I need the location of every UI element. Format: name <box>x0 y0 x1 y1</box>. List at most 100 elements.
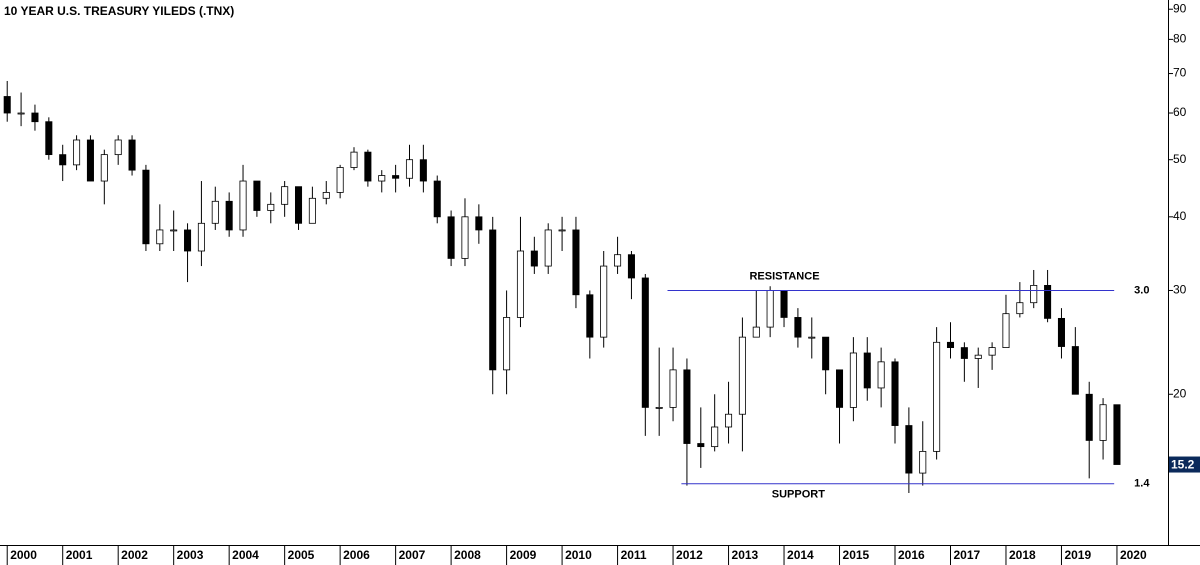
y-tick-label: 60 <box>1173 105 1187 119</box>
chart-title: 10 YEAR U.S. TREASURY YILEDS (.TNX) <box>4 4 234 18</box>
x-tick-label: 2010 <box>565 548 592 562</box>
candle-body <box>960 347 968 359</box>
annotation-text: RESISTANCE <box>749 270 819 282</box>
candle-body <box>822 336 830 371</box>
candle-body <box>156 229 164 245</box>
x-tick-label: 2009 <box>510 548 537 562</box>
candle-body <box>364 151 372 182</box>
candle-body <box>294 186 303 224</box>
candle-body <box>489 229 497 371</box>
x-tick-label: 2019 <box>1064 548 1091 562</box>
candle-body <box>974 354 982 359</box>
candle-body <box>308 197 316 224</box>
x-tick-label: 2018 <box>1009 548 1036 562</box>
candle-body <box>419 159 427 182</box>
candle-body <box>683 369 691 444</box>
candle-body <box>59 154 67 166</box>
level-label: 1.4 <box>1134 478 1150 490</box>
x-tick-label: 2006 <box>343 548 370 562</box>
candle-body <box>392 175 400 179</box>
candle-body <box>1002 313 1010 348</box>
candle-body <box>752 326 760 338</box>
candle-body <box>378 175 386 182</box>
candle-body <box>572 229 580 296</box>
y-tick-label: 70 <box>1173 66 1187 80</box>
candle-body <box>100 154 108 182</box>
candle-body <box>45 121 53 156</box>
x-tick-label: 2015 <box>843 548 870 562</box>
candle-body <box>267 203 275 211</box>
candle-body <box>780 290 788 318</box>
last-value-box <box>1169 456 1200 473</box>
candle-body <box>184 229 192 252</box>
candle-body <box>655 406 663 409</box>
x-tick-label: 2001 <box>66 548 93 562</box>
x-tick-label: 2008 <box>454 548 481 562</box>
candle-body <box>142 169 150 245</box>
candle-body <box>835 369 844 408</box>
last-value-label: 15.2 <box>1171 458 1195 472</box>
candle-body <box>405 159 414 179</box>
candle-body <box>433 180 441 218</box>
candle-body <box>1071 346 1079 395</box>
x-tick-label: 2012 <box>676 548 703 562</box>
y-tick-label: 20 <box>1173 386 1187 400</box>
candle-body <box>725 413 733 428</box>
x-tick-label: 2000 <box>10 548 37 562</box>
candle-body <box>586 294 594 338</box>
candle-body <box>1016 302 1024 315</box>
y-tick-label: 90 <box>1173 1 1187 15</box>
candle-body <box>503 317 511 371</box>
candle-body <box>794 317 802 338</box>
candle-body <box>1099 404 1107 441</box>
candle-body <box>350 151 358 168</box>
candle-body <box>933 341 941 452</box>
candle-body <box>1044 284 1052 319</box>
candle-body <box>3 96 11 114</box>
candle-body <box>891 361 899 426</box>
x-tick-label: 2013 <box>732 548 759 562</box>
candle-body <box>461 216 469 259</box>
candle-body <box>170 229 178 232</box>
candle-body <box>475 216 483 231</box>
candle-body <box>558 229 566 232</box>
candle-body <box>600 265 608 338</box>
x-tick-label: 2020 <box>1120 548 1147 562</box>
candle-body <box>614 254 622 267</box>
candle-body <box>530 250 538 267</box>
candle-body <box>211 200 219 224</box>
candle-body <box>946 341 955 348</box>
candle-body <box>253 180 261 211</box>
candle-body <box>73 139 81 166</box>
y-tick-label: 80 <box>1173 32 1187 46</box>
candle-body <box>919 450 927 474</box>
y-tick-label: 40 <box>1173 209 1187 223</box>
candle-body <box>766 290 774 328</box>
candle-body <box>1085 393 1093 441</box>
candle-body <box>641 277 649 408</box>
candle-body <box>225 200 233 231</box>
candle-body <box>1030 284 1038 304</box>
candle-body <box>17 112 25 115</box>
candle-body <box>31 112 39 123</box>
candle-body <box>322 192 330 199</box>
x-tick-label: 2002 <box>121 548 148 562</box>
candle-body <box>239 180 247 231</box>
candle-body <box>669 369 677 408</box>
candle-body <box>336 167 344 193</box>
candle-body <box>516 250 524 318</box>
candle-body <box>849 352 857 408</box>
x-tick-label: 2003 <box>177 548 204 562</box>
candle-body <box>808 336 816 339</box>
candle-body <box>711 426 719 448</box>
annotation-text: SUPPORT <box>772 489 825 501</box>
candle-body <box>738 336 746 415</box>
candle-body <box>114 139 122 156</box>
candle-body <box>697 443 705 448</box>
y-tick-label: 50 <box>1173 152 1187 166</box>
x-tick-label: 2005 <box>288 548 315 562</box>
x-tick-label: 2014 <box>787 548 814 562</box>
candle-body <box>447 216 455 259</box>
